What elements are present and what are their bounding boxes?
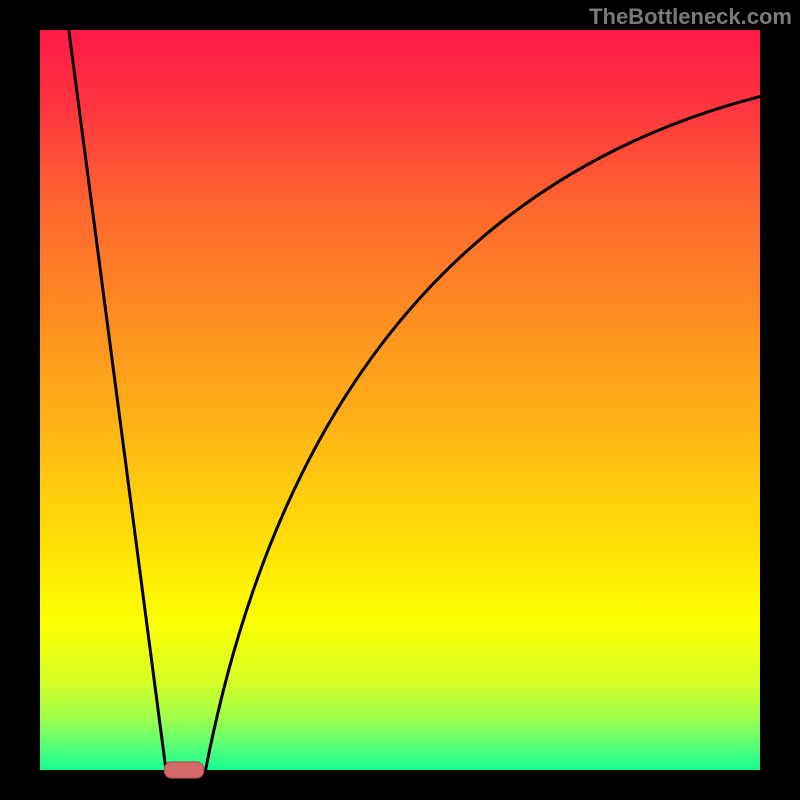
bottleneck-chart xyxy=(0,0,800,800)
chart-container: TheBottleneck.com xyxy=(0,0,800,800)
watermark-text: TheBottleneck.com xyxy=(589,4,792,30)
optimal-marker xyxy=(164,762,204,778)
gradient-background xyxy=(40,30,760,770)
